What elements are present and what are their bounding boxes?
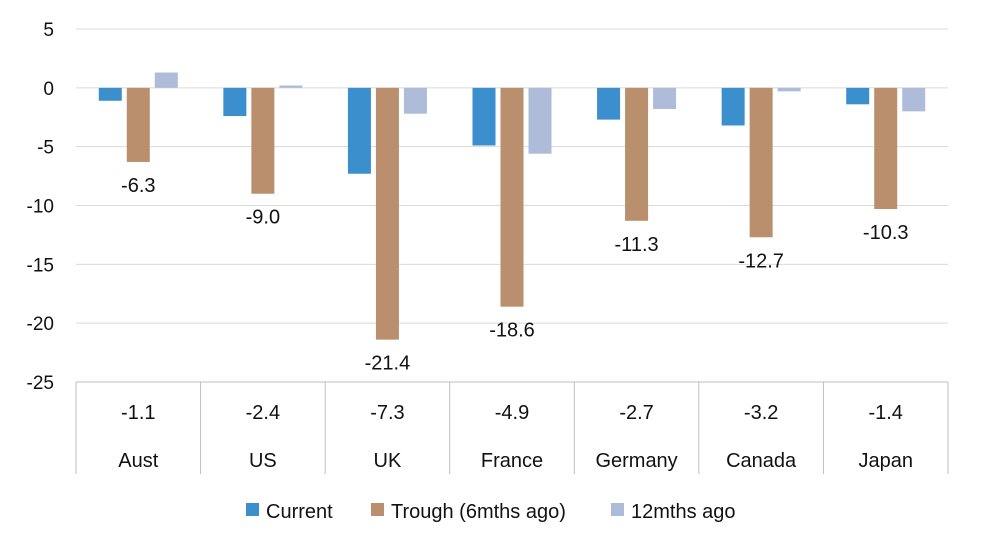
data-label-trough: -6.3: [121, 175, 155, 197]
y-tick-label: 5: [43, 20, 54, 41]
bar-current: [472, 87, 496, 146]
bar-current: [721, 87, 745, 126]
x-category-label: Japan: [858, 450, 913, 472]
x-category-label: Aust: [118, 450, 158, 472]
bar-12mths-ago: [154, 72, 178, 88]
legend-label: 12mths ago: [631, 501, 736, 523]
data-label-trough: -21.4: [365, 353, 411, 375]
x-category-label: Germany: [595, 450, 677, 472]
bar-trough-6mths-ago: [500, 87, 524, 307]
table-value-current: -7.3: [370, 402, 404, 424]
data-label-trough: -10.3: [863, 222, 909, 244]
bar-trough-6mths-ago: [126, 87, 150, 162]
table-value-current: -3.2: [744, 402, 778, 424]
data-label-trough: -11.3: [615, 234, 659, 256]
y-tick-label: -20: [27, 314, 54, 335]
bar-trough-6mths-ago: [251, 87, 275, 194]
bar-trough-6mths-ago: [749, 87, 773, 238]
legend-label: Trough (6mths ago): [391, 501, 566, 523]
bar-current: [597, 87, 621, 120]
x-category-label: France: [481, 450, 543, 472]
bar-12mths-ago: [279, 85, 303, 88]
table-value-current: -4.9: [495, 402, 529, 424]
bar-12mths-ago: [528, 87, 552, 154]
bar-12mths-ago: [777, 87, 801, 92]
bar-12mths-ago: [902, 87, 926, 112]
table-value-current: -2.4: [246, 402, 280, 424]
data-label-trough: -18.6: [489, 320, 535, 342]
x-category-label: Canada: [726, 450, 797, 472]
legend-label: Current: [266, 501, 333, 523]
bar-trough-6mths-ago: [625, 87, 649, 221]
y-tick-label: -25: [27, 373, 54, 394]
x-category-label: UK: [374, 450, 402, 472]
bar-current: [846, 87, 870, 105]
y-tick-label: 0: [43, 79, 54, 100]
legend-swatch: [611, 503, 624, 516]
y-tick-label: -10: [27, 197, 54, 218]
bar-trough-6mths-ago: [874, 87, 898, 210]
data-label-trough: -9.0: [246, 207, 280, 229]
data-label-trough: -12.7: [738, 250, 784, 272]
bar-current: [223, 87, 247, 117]
table-value-current: -1.1: [121, 402, 155, 424]
y-tick-label: -5: [37, 138, 54, 159]
x-category-label: US: [249, 450, 277, 472]
table-value-current: -1.4: [868, 402, 902, 424]
bar-current: [98, 87, 122, 101]
bar-12mths-ago: [403, 87, 427, 114]
legend-swatch: [246, 503, 259, 516]
legend-swatch: [371, 503, 384, 516]
table-value-current: -2.7: [619, 402, 653, 424]
bar-current: [347, 87, 371, 174]
bar-trough-6mths-ago: [375, 87, 399, 340]
y-tick-label: -15: [27, 255, 54, 276]
bar-12mths-ago: [653, 87, 677, 110]
